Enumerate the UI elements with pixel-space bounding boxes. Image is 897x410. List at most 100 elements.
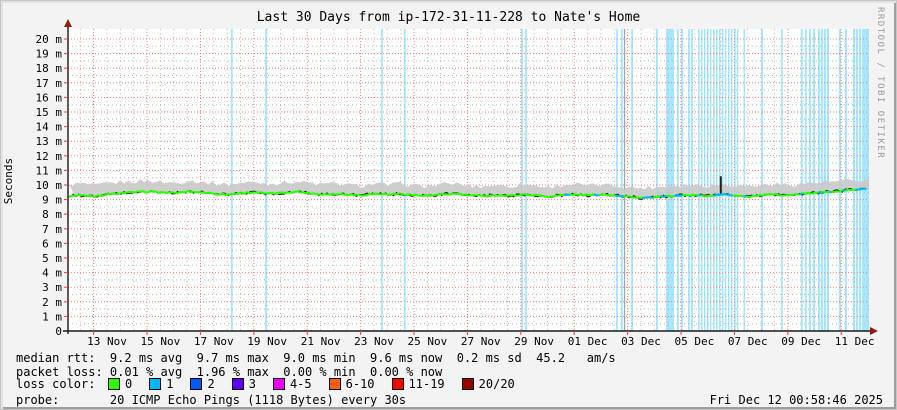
median-rtt-stats: median rtt: 9.2 ms avg 9.7 ms max 9.0 ms… xyxy=(16,351,616,365)
loss-bar xyxy=(826,29,829,331)
y-tick-label: 15 m xyxy=(36,106,63,119)
page-title: Last 30 Days from ip-172-31-11-228 to Na… xyxy=(256,10,641,25)
x-tick-label: 23 Nov xyxy=(354,335,394,348)
plot-background xyxy=(68,29,869,331)
y-tick-label: 20 m xyxy=(36,33,63,46)
loss-bar xyxy=(403,29,406,331)
legend-item-label: 1 xyxy=(166,377,174,391)
loss-bar xyxy=(681,29,683,331)
loss-bar xyxy=(521,29,523,331)
y-tick-label: 17 m xyxy=(36,77,63,90)
y-tick-label: 11 m xyxy=(36,164,63,177)
loss-bar xyxy=(823,29,827,331)
legend-item-label: 4-5 xyxy=(289,377,312,391)
y-axis-arrow xyxy=(64,19,72,27)
median-line-blue xyxy=(593,193,600,197)
loss-bar xyxy=(808,29,812,331)
loss-bar xyxy=(861,29,864,331)
x-tick-label: 03 Dec xyxy=(621,335,661,348)
x-tick-label: 07 Dec xyxy=(728,335,768,348)
loss-bar xyxy=(380,29,383,331)
legend-item: 4-5 xyxy=(272,377,312,391)
loss-bar xyxy=(730,29,733,331)
loss-bar xyxy=(525,29,527,331)
x-axis-arrow xyxy=(870,327,878,335)
loss-color-legend: loss color: 0 1 2 3 4-5 6-10 11-19 20/20 xyxy=(16,377,532,391)
loss-color-swatch xyxy=(149,378,162,390)
legend-item-label: 6-10 xyxy=(345,377,375,391)
y-tick-label: 18 m xyxy=(36,62,63,75)
x-tick-label: 09 Dec xyxy=(781,335,821,348)
legend-item-label: 11-19 xyxy=(408,377,445,391)
y-tick-label: 4 m xyxy=(42,267,62,280)
x-tick-label: 27 Nov xyxy=(461,335,501,348)
loss-bar xyxy=(728,29,730,331)
loss-bar xyxy=(780,29,783,331)
legend-item: 0 xyxy=(108,377,132,391)
y-tick-label: 1 m xyxy=(42,310,62,323)
loss-bar xyxy=(713,29,715,331)
legend-item-label: 2 xyxy=(207,377,215,391)
packet-loss-stats: packet loss: 0.01 % avg 1.96 % max 0.00 … xyxy=(16,365,443,379)
loss-color-label: loss color: xyxy=(16,377,96,391)
y-tick-label: 8 m xyxy=(42,208,62,221)
y-tick-label: 13 m xyxy=(36,135,63,148)
loss-bar xyxy=(265,29,267,331)
loss-bar xyxy=(734,29,736,331)
loss-bar-dark xyxy=(623,29,626,331)
loss-bar xyxy=(724,29,727,331)
loss-color-swatch xyxy=(328,378,341,390)
probe-stats: probe: 20 ICMP Echo Pings (1118 Bytes) e… xyxy=(16,393,407,407)
median-line-green xyxy=(68,187,867,200)
loss-bar xyxy=(620,29,623,331)
loss-bar xyxy=(687,29,690,331)
y-tick-label: 16 m xyxy=(36,91,63,104)
loss-color-swatch xyxy=(231,378,244,390)
loss-bar xyxy=(677,29,679,331)
loss-bar xyxy=(855,29,859,331)
loss-bar xyxy=(701,29,703,331)
loss-color-items: 0 1 2 3 4-5 6-10 11-19 20/20 xyxy=(108,377,532,391)
median-line-blue xyxy=(673,193,683,198)
loss-bar xyxy=(743,29,746,331)
loss-bar xyxy=(852,29,856,331)
x-tick-label: 29 Nov xyxy=(514,335,554,348)
loss-bar xyxy=(615,29,618,331)
y-tick-label: 3 m xyxy=(42,281,62,294)
legend-item: 11-19 xyxy=(391,377,445,391)
y-tick-label: 5 m xyxy=(42,252,62,265)
x-tick-label: 11 Dec xyxy=(835,335,875,348)
median-line-blue xyxy=(642,196,654,200)
x-tick-label: 01 Dec xyxy=(568,335,608,348)
median-line-blue xyxy=(818,190,822,194)
loss-color-swatch xyxy=(461,378,474,390)
y-tick-label: 0 xyxy=(55,325,62,338)
loss-bar xyxy=(230,29,233,331)
legend-item-label: 0 xyxy=(125,377,133,391)
loss-color-swatch xyxy=(272,378,285,390)
y-tick-label: 2 m xyxy=(42,296,62,309)
loss-color-swatch xyxy=(108,378,120,390)
loss-bar xyxy=(804,29,807,331)
loss-bar xyxy=(838,29,841,331)
loss-color-swatch xyxy=(190,378,203,390)
median-line-blue xyxy=(799,192,803,196)
loss-bar xyxy=(690,29,693,331)
y-tick-label: 14 m xyxy=(36,121,63,134)
legend-item: 3 xyxy=(231,377,256,391)
loss-bar xyxy=(631,29,633,331)
loss-bar xyxy=(655,29,658,331)
y-tick-label: 19 m xyxy=(36,48,63,61)
loss-bar xyxy=(812,29,816,331)
y-tick-label: 7 m xyxy=(42,223,62,236)
loss-bar xyxy=(698,29,700,331)
loss-bar xyxy=(761,29,764,331)
loss-bar xyxy=(718,29,721,331)
x-tick-label: 25 Nov xyxy=(408,335,448,348)
median-line-blue xyxy=(855,187,867,191)
loss-bar xyxy=(736,29,739,331)
x-tick-label: 15 Nov xyxy=(141,335,181,348)
loss-bar xyxy=(858,29,861,331)
loss-bar xyxy=(703,29,706,331)
